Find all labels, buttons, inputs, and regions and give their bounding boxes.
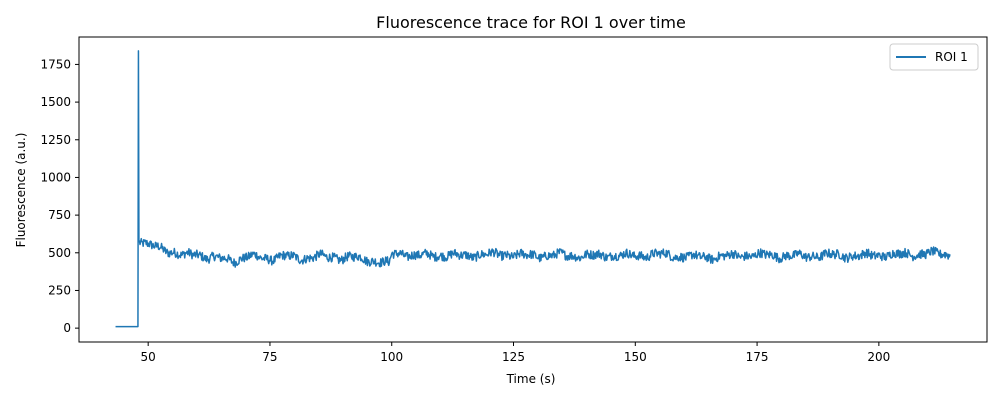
series-line-roi-1 xyxy=(115,50,951,328)
y-tick-label: 1500 xyxy=(40,95,71,109)
x-tick-label: 50 xyxy=(141,350,156,364)
y-tick-label: 250 xyxy=(48,283,71,297)
legend: ROI 1 xyxy=(889,43,979,71)
x-tick-label: 125 xyxy=(502,350,525,364)
legend-box xyxy=(889,43,979,71)
x-tick-label: 75 xyxy=(262,350,277,364)
y-tick-label: 1750 xyxy=(40,57,71,71)
y-tick-label: 1000 xyxy=(40,170,71,184)
x-tick-label: 200 xyxy=(867,350,890,364)
x-axis-label: Time (s) xyxy=(506,372,556,386)
x-tick-label: 150 xyxy=(624,350,647,364)
chart-title: Fluorescence trace for ROI 1 over time xyxy=(376,13,686,32)
x-tick-label: 100 xyxy=(380,350,403,364)
plot-area xyxy=(115,50,951,328)
y-tick-label: 0 xyxy=(63,321,71,335)
y-tick-label: 750 xyxy=(48,208,71,222)
plot-frame xyxy=(78,36,988,343)
y-axis-label: Fluorescence (a.u.) xyxy=(14,133,28,248)
y-axis-ticks: 0 250 500 750 1000 1250 1500 1750 xyxy=(40,57,79,335)
y-tick-label: 500 xyxy=(48,246,71,260)
x-tick-label: 175 xyxy=(746,350,769,364)
y-tick-label: 1250 xyxy=(40,133,71,147)
x-axis-ticks: 50 75 100 125 150 175 200 xyxy=(141,342,890,364)
legend-label-roi-1: ROI 1 xyxy=(935,50,968,64)
